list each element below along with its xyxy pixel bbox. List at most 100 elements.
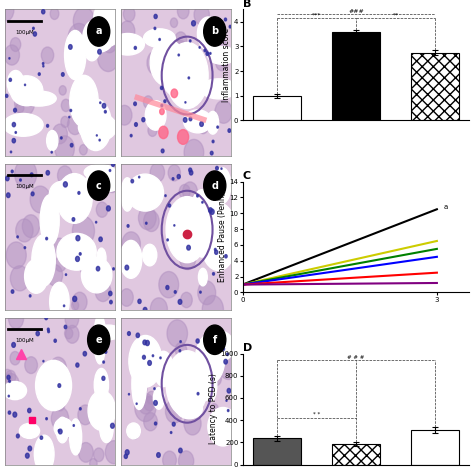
Circle shape [210,151,213,155]
Circle shape [197,392,199,395]
Circle shape [120,289,133,306]
Circle shape [212,273,215,275]
Circle shape [79,253,81,255]
Circle shape [161,86,163,90]
Ellipse shape [143,244,157,266]
Circle shape [209,36,227,61]
Circle shape [124,454,128,458]
Circle shape [157,453,160,457]
Text: f: f [213,335,217,345]
Circle shape [164,100,166,102]
Circle shape [72,301,79,310]
Circle shape [43,65,44,67]
Circle shape [24,246,26,249]
Circle shape [219,352,239,380]
Circle shape [227,388,231,393]
Circle shape [210,371,221,386]
Bar [332,444,380,465]
Circle shape [172,81,187,100]
Circle shape [162,44,173,59]
Circle shape [161,104,163,107]
Circle shape [73,7,94,35]
Circle shape [38,439,54,459]
Circle shape [226,400,227,401]
Circle shape [174,225,175,226]
Circle shape [99,139,100,141]
Ellipse shape [205,369,217,401]
Circle shape [138,206,156,229]
Circle shape [22,215,39,237]
Circle shape [180,341,181,343]
Circle shape [46,418,47,420]
Circle shape [138,299,141,303]
Ellipse shape [166,197,208,263]
Circle shape [150,298,167,320]
Ellipse shape [201,79,237,99]
Circle shape [228,410,229,411]
Circle shape [28,446,32,451]
Circle shape [29,295,31,297]
Circle shape [58,429,60,432]
Circle shape [217,126,219,128]
Bar [253,96,301,120]
Circle shape [80,145,87,155]
Circle shape [80,408,81,410]
Circle shape [128,393,129,395]
Ellipse shape [121,178,134,211]
Circle shape [76,363,79,367]
Ellipse shape [146,100,166,130]
Circle shape [225,255,227,258]
Circle shape [168,164,181,181]
Circle shape [17,236,18,238]
Ellipse shape [154,388,164,409]
Ellipse shape [172,63,193,95]
Circle shape [11,170,13,173]
Circle shape [25,84,26,86]
Circle shape [50,357,66,379]
Circle shape [12,343,16,347]
Circle shape [150,163,164,182]
Circle shape [143,356,146,359]
Circle shape [9,78,11,82]
Circle shape [148,124,157,137]
Circle shape [134,102,137,106]
Circle shape [160,357,161,359]
Circle shape [177,3,189,19]
Text: * *: * * [313,412,320,417]
Circle shape [15,132,17,133]
Circle shape [102,103,106,108]
Circle shape [15,90,35,116]
Circle shape [144,412,157,431]
Circle shape [146,222,147,224]
Circle shape [179,448,182,453]
Circle shape [202,201,203,203]
Circle shape [51,151,52,153]
Circle shape [88,17,110,46]
Circle shape [166,285,169,290]
Circle shape [200,215,212,230]
Text: ###: ### [348,9,364,14]
Circle shape [130,135,132,137]
Circle shape [6,94,8,97]
Circle shape [41,47,54,64]
Circle shape [12,122,16,127]
Circle shape [154,27,156,29]
Ellipse shape [208,408,238,446]
Circle shape [40,436,43,439]
Circle shape [187,245,191,250]
Circle shape [182,227,204,255]
Ellipse shape [127,423,140,439]
Circle shape [39,441,49,455]
Circle shape [16,102,24,113]
Circle shape [135,393,156,421]
Circle shape [79,443,93,462]
Ellipse shape [208,46,236,64]
Circle shape [83,352,87,356]
Ellipse shape [34,435,54,473]
Circle shape [210,53,211,55]
Ellipse shape [120,240,142,278]
Circle shape [160,109,164,115]
Circle shape [67,115,82,135]
Circle shape [43,63,44,64]
Circle shape [10,351,20,365]
